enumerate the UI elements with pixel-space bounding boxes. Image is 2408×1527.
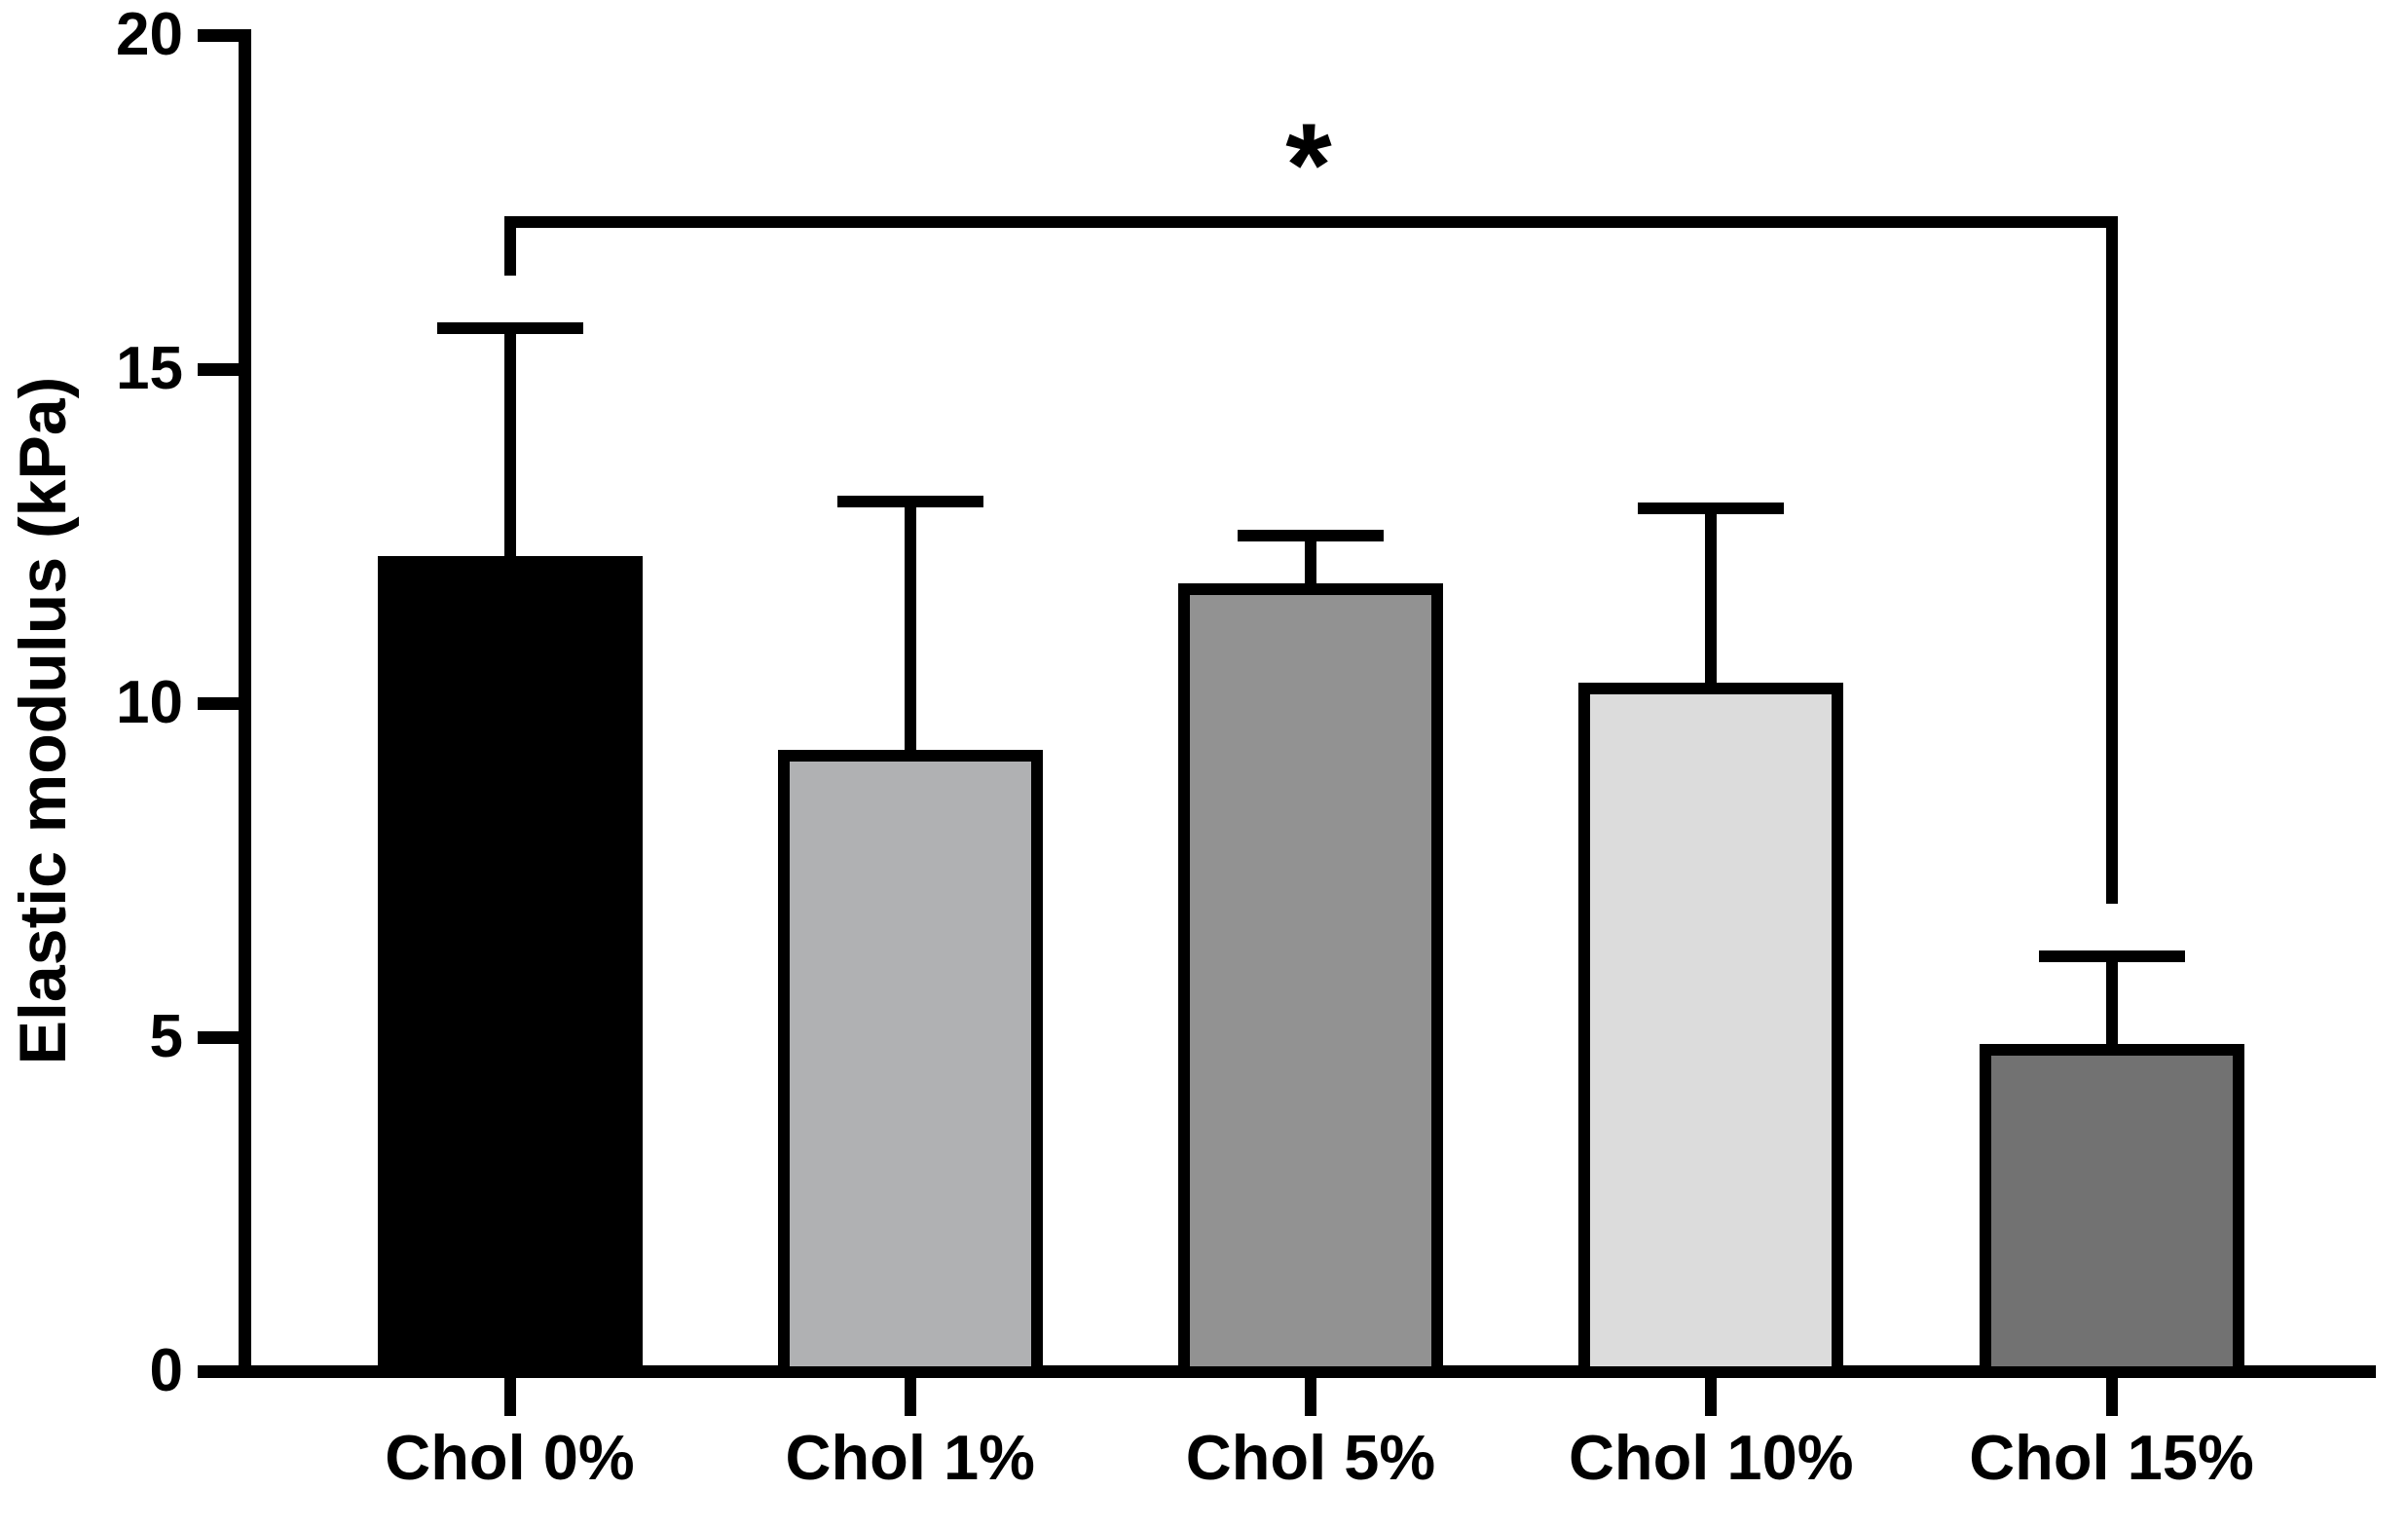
bar-chol-10-	[1578, 683, 1844, 1378]
x-tick	[503, 1371, 516, 1416]
x-tick-label: Chol 10%	[1568, 1422, 1854, 1493]
x-tick-label: Chol 0%	[385, 1422, 635, 1493]
bar-chol-15-	[1979, 1043, 2244, 1378]
error-bar-line	[503, 321, 516, 563]
x-tick-label: Chol 5%	[1185, 1422, 1436, 1493]
x-tick-label: Chol 1%	[785, 1422, 1035, 1493]
significance-asterisk: *	[1285, 98, 1332, 231]
error-bar-cap	[1638, 503, 1785, 515]
error-bar-line	[904, 496, 916, 756]
error-bar-cap	[436, 321, 583, 334]
error-bar-cap	[2038, 950, 2185, 962]
y-tick-label: 5	[149, 1003, 183, 1070]
x-tick-label: Chol 15%	[1969, 1422, 2254, 1493]
y-tick	[198, 1365, 239, 1378]
y-tick-label: 10	[116, 669, 183, 736]
error-bar-cap	[836, 496, 983, 508]
y-tick-label: 15	[116, 335, 183, 402]
x-tick	[1305, 1371, 1316, 1416]
bar-chol-0-	[377, 556, 643, 1378]
significance-bracket-left-tick	[503, 216, 516, 276]
x-tick	[2105, 1371, 2118, 1416]
x-tick	[904, 1371, 916, 1416]
x-tick	[1705, 1371, 1718, 1416]
y-tick-label: 20	[116, 1, 183, 68]
error-bar-line	[1705, 503, 1718, 689]
y-tick	[198, 29, 239, 42]
y-axis-line	[239, 29, 251, 1378]
error-bar-cap	[1238, 529, 1384, 541]
bar-chol-1-	[777, 750, 1043, 1378]
y-tick	[198, 697, 239, 710]
y-tick	[198, 1031, 239, 1044]
error-bar-line	[2105, 950, 2118, 1050]
y-tick	[198, 363, 239, 376]
bar-chol-5-	[1178, 582, 1443, 1378]
error-bar-line	[1305, 529, 1316, 589]
y-tick-label: 0	[149, 1337, 183, 1404]
significance-bracket-line	[503, 216, 2118, 229]
significance-bracket-right-tick	[2105, 216, 2118, 904]
